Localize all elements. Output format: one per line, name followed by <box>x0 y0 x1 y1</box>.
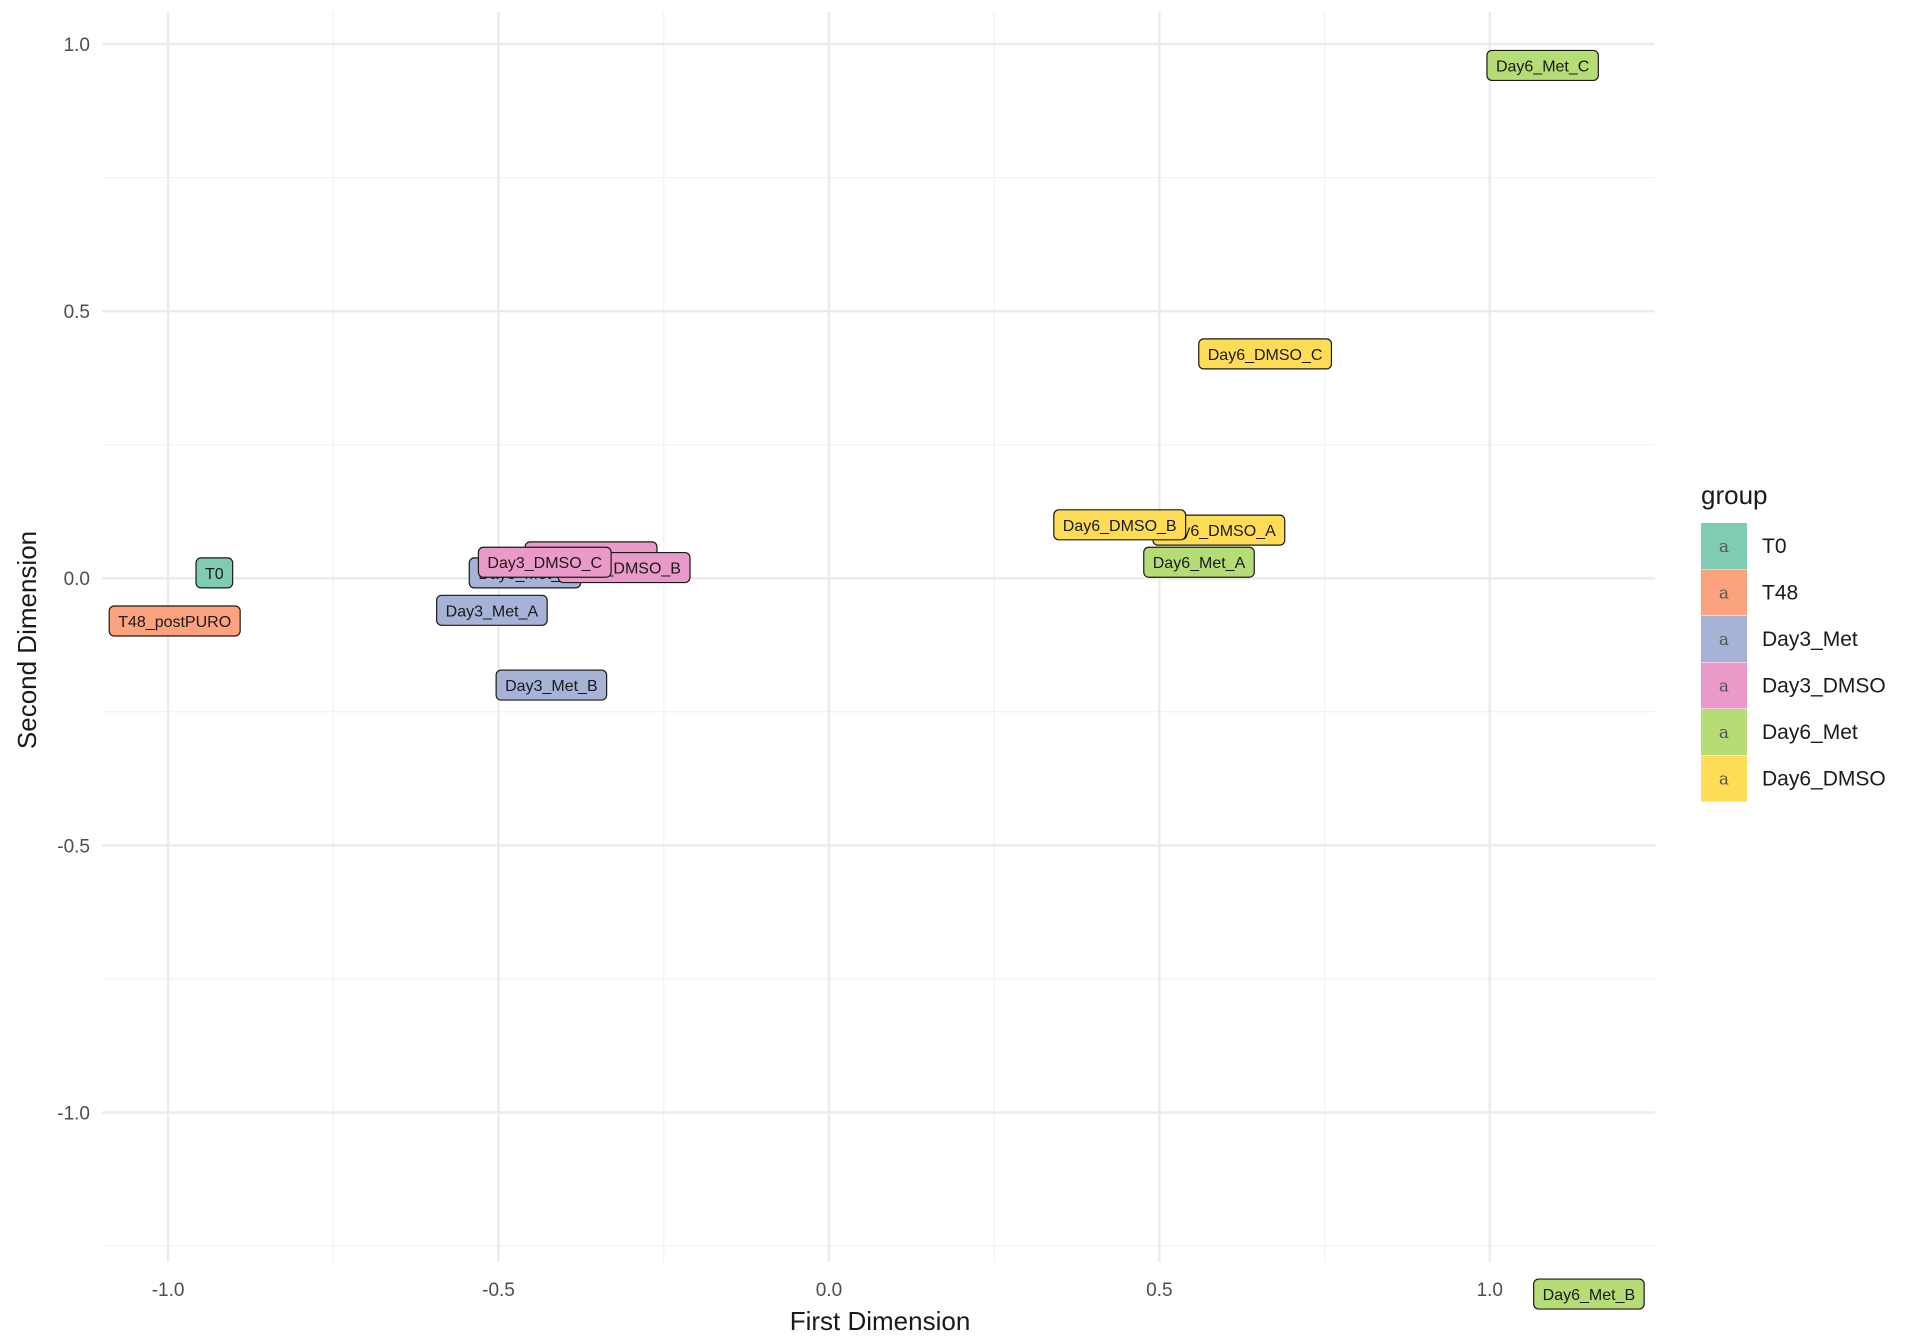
legend-key-glyph: a <box>1719 537 1729 557</box>
point-label-text: Day6_DMSO_C <box>1208 347 1323 364</box>
point-label-box <box>1143 546 1255 578</box>
point-label: Day3_DMSO_C <box>477 546 612 578</box>
point-label: Day6_Met_C <box>1486 49 1599 82</box>
y-tick-label: 0.5 <box>64 302 90 323</box>
y-axis-title: Second Dimension <box>12 531 42 749</box>
x-tick-labels: -1.0 -0.5 0.0 0.5 1.0 <box>152 1280 1503 1301</box>
x-tick-label: 0.0 <box>816 1280 842 1301</box>
legend-label: T48 <box>1762 582 1798 605</box>
legend-key <box>1701 523 1747 569</box>
x-axis-title: First Dimension <box>790 1306 971 1336</box>
point-label-text: Day6_Met_B <box>1543 1287 1636 1304</box>
legend-title: group <box>1701 480 1768 510</box>
point-label-box <box>1533 1278 1645 1310</box>
point-label-text: Day6_Met_A <box>1153 555 1246 572</box>
legend-key <box>1701 569 1747 616</box>
point-label-box <box>1198 338 1333 370</box>
y-tick-label: 1.0 <box>64 35 90 56</box>
legend-key <box>1701 709 1747 755</box>
point-label-box <box>195 557 234 589</box>
legend-label: T0 <box>1762 535 1787 558</box>
legend-key-glyph: a <box>1719 723 1729 743</box>
x-tick-label: -1.0 <box>152 1280 185 1301</box>
point-label-box <box>495 669 608 701</box>
legend-label: Day3_DMSO <box>1762 675 1886 698</box>
point-label-text: Day3_DMSO_C <box>487 555 602 572</box>
point-label-box <box>108 605 241 637</box>
point-label-text: Day3_Met_A <box>446 603 539 620</box>
legend-entry: a Day3_DMSO <box>1701 662 1886 709</box>
legend-key <box>1701 616 1747 662</box>
y-tick-label: 0.0 <box>64 569 90 590</box>
y-tick-label: -1.0 <box>57 1103 90 1124</box>
legend-entry: a Day6_Met <box>1701 709 1858 755</box>
legend-key-glyph: a <box>1719 584 1729 604</box>
point-label-text: Day6_DMSO_B <box>1063 518 1177 535</box>
point-label: Day6_Met_A <box>1143 546 1255 578</box>
point-label-box <box>1053 509 1187 541</box>
legend-entry: a Day3_Met <box>1701 616 1858 662</box>
point-label-box <box>477 546 612 578</box>
point-label-text: Day6_DMSO_A <box>1162 523 1276 540</box>
point-label-text: T48_postPURO <box>118 614 231 631</box>
minor-gridlines <box>102 12 1655 1262</box>
point-label-text: Day3_Met_B <box>505 678 598 695</box>
legend-key <box>1701 755 1747 802</box>
point-label: Day6_Met_B <box>1533 1278 1645 1310</box>
point-label: Day3_Met_B <box>495 669 608 701</box>
legend-key <box>1701 662 1747 709</box>
x-tick-label: 1.0 <box>1477 1280 1503 1301</box>
legend-entry: a Day6_DMSO <box>1701 755 1886 802</box>
x-tick-label: 0.5 <box>1146 1280 1172 1301</box>
legend-key-glyph: a <box>1719 630 1729 650</box>
major-gridlines <box>102 12 1655 1262</box>
point-label: T48_postPURO <box>108 605 241 637</box>
legend-label: Day6_DMSO <box>1762 768 1886 791</box>
y-tick-label: -0.5 <box>57 836 90 857</box>
legend-label: Day3_Met <box>1762 628 1858 651</box>
legend-entry: a T48 <box>1701 569 1798 616</box>
point-label-text: Day6_Met_C <box>1496 58 1589 75</box>
point-label: Day3_Met_A <box>436 594 548 626</box>
point-labels: T0T48_postPURODay3_Met_CDay3_DMSO_ADay3_… <box>108 49 1645 1310</box>
legend-key-glyph: a <box>1719 677 1729 697</box>
point-label: T0 <box>195 557 234 589</box>
y-tick-labels: 1.0 0.5 0.0 -0.5 -1.0 <box>57 35 90 1124</box>
point-label-box <box>1486 49 1599 82</box>
point-label: Day6_DMSO_B <box>1053 509 1187 541</box>
legend-entry: a T0 <box>1701 523 1787 569</box>
point-label-box <box>436 594 548 626</box>
point-label: Day6_DMSO_C <box>1198 338 1333 370</box>
legend-key-glyph: a <box>1719 770 1729 790</box>
legend-label: Day6_Met <box>1762 721 1858 744</box>
x-tick-label: -0.5 <box>482 1280 515 1301</box>
point-label-text: T0 <box>205 566 224 583</box>
